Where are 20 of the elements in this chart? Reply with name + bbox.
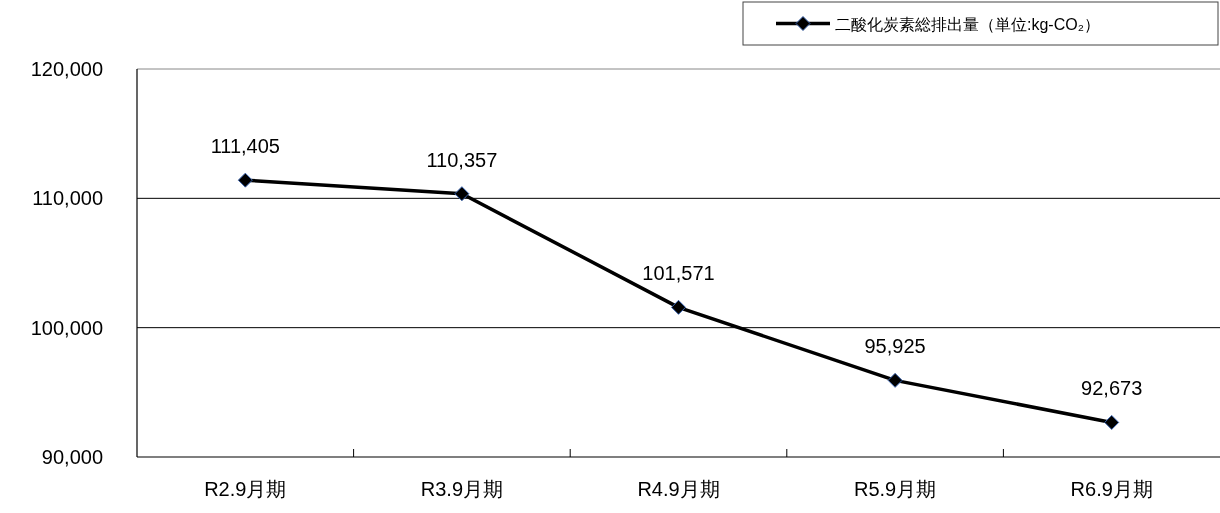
data-label: 111,405 <box>210 135 280 158</box>
point <box>454 186 470 202</box>
data-label: 95,925 <box>864 335 926 358</box>
x-tick-label: R4.9月期 <box>637 478 720 500</box>
x-tick-label: R6.9月期 <box>1070 478 1153 500</box>
x-tick-label: R2.9月期 <box>204 478 287 500</box>
legend-label: 二酸化炭素総排出量（単位:kg-CO₂） <box>835 15 1100 33</box>
x-tick-label: R5.9月期 <box>853 478 937 500</box>
data-label: 92,673 <box>1081 377 1143 400</box>
y-tick-label: 110,000 <box>32 187 103 210</box>
point <box>671 299 686 315</box>
y-tick-label: 90,000 <box>41 446 103 468</box>
point <box>1104 414 1120 430</box>
data-label: 101,571 <box>642 262 715 285</box>
point <box>887 372 903 388</box>
y-tick-label: 100,000 <box>30 316 103 339</box>
x-tick-label: R3.9月期 <box>420 478 504 500</box>
point <box>237 172 253 188</box>
y-tick-label: 120,000 <box>30 58 103 80</box>
data-label: 110,357 <box>426 148 498 171</box>
